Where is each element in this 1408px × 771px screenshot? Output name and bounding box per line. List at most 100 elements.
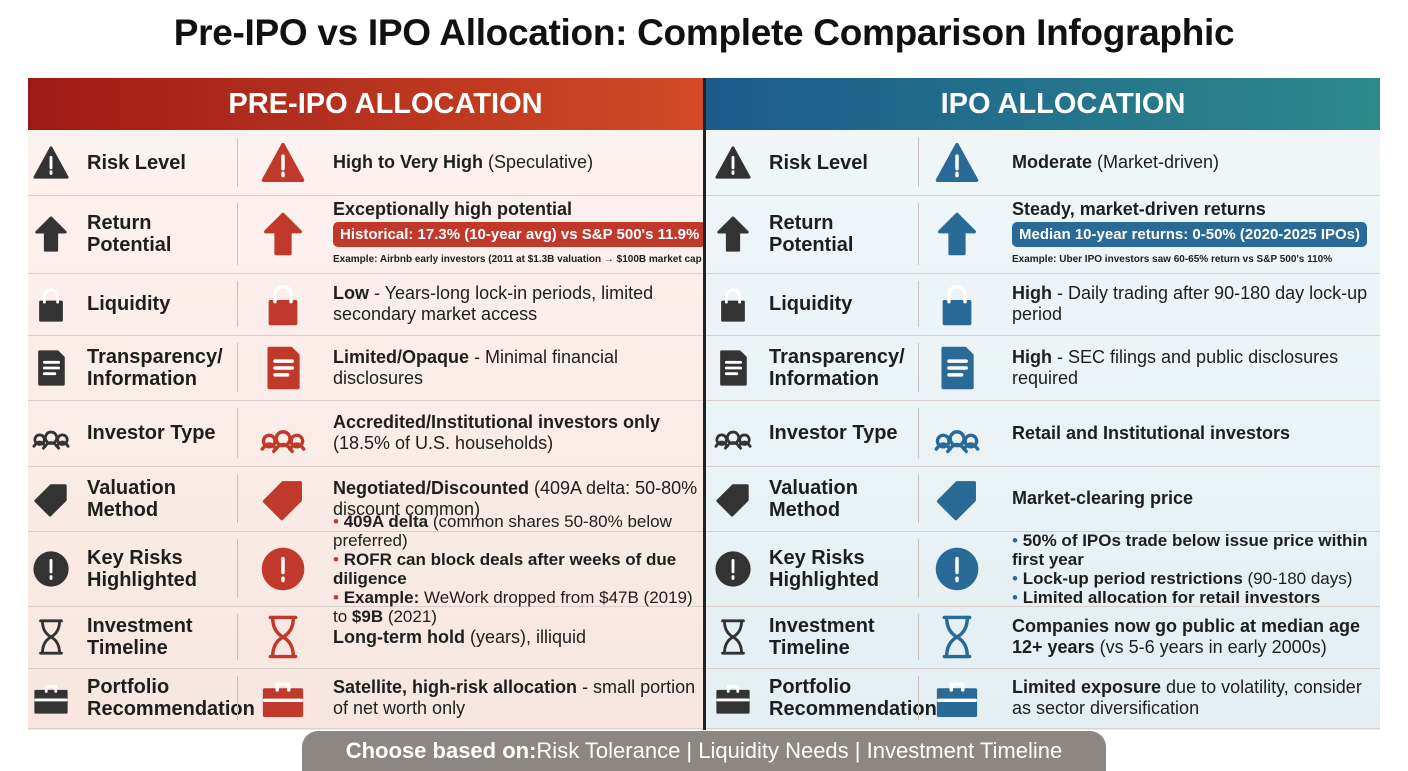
icon-shape — [938, 212, 976, 256]
icon — [936, 480, 976, 520]
bullet: • 50% of IPOs trade below issue price wi… — [1012, 531, 1374, 569]
row: Investment Timeline Long-term hold (years… — [28, 606, 703, 669]
column-divider — [237, 343, 238, 392]
row-label: Risk Level — [769, 151, 868, 174]
icon-shape — [273, 285, 293, 304]
icon-shape — [261, 433, 277, 449]
row-label: Transparency/ Information — [769, 345, 905, 390]
icon-shape — [738, 433, 751, 446]
row-content: Limited/Opaque - Minimal financial discl… — [333, 335, 698, 400]
icon-shape — [737, 489, 744, 497]
icon-shape — [33, 433, 46, 446]
text: (vs 5-6 years in early 2000s) — [1094, 637, 1327, 657]
icon-shape — [723, 619, 743, 639]
bold-text: 50% of IPOs trade below issue price with… — [1012, 530, 1368, 569]
icon — [716, 483, 749, 517]
bold-text: $9B — [351, 606, 384, 626]
bold-text: Accredited/Institutional investors only — [333, 412, 661, 432]
content-line: Market-clearing price — [1012, 488, 1374, 509]
icon-shape — [42, 288, 60, 304]
text: (Market-driven) — [1092, 152, 1220, 172]
row-content: High - SEC filings and public disclosure… — [1012, 335, 1374, 400]
icon-shape — [716, 689, 750, 714]
text: - SEC filings and public disclosures req… — [1012, 346, 1339, 388]
row-content: Exceptionally high potential Historical: … — [333, 195, 742, 273]
bullet-dot: • — [1012, 587, 1023, 607]
row-label: Investor Type — [769, 422, 898, 444]
icon — [35, 216, 67, 252]
row-label: Liquidity — [87, 293, 171, 315]
icon-shape — [715, 433, 728, 446]
icon — [715, 145, 751, 179]
icon-shape — [962, 442, 980, 451]
icon — [262, 480, 302, 520]
row-label: Valuation Method — [87, 476, 176, 521]
icon-shape — [275, 682, 291, 692]
header-text: IPO ALLOCATION — [940, 87, 1186, 120]
icon — [716, 685, 750, 714]
row-content: Steady, market-driven returns Median 10-y… — [1012, 195, 1374, 273]
content-line: Companies now go public at median age 12… — [1012, 616, 1374, 658]
icon-shape — [41, 619, 61, 639]
bold-text: Limited allocation for retail investors — [1022, 587, 1321, 607]
text: (years), illiquid — [464, 626, 587, 647]
row-label: Investment Timeline — [769, 615, 875, 659]
icon — [34, 483, 67, 517]
icon-shape — [288, 487, 297, 496]
icon — [721, 288, 745, 322]
column-divider — [237, 539, 238, 598]
icon-shape — [963, 433, 979, 449]
row: Return Potential Steady, market-driven re… — [706, 195, 1380, 274]
icon-shape — [949, 682, 965, 692]
row: Valuation Method Market-clearing price — [706, 466, 1380, 532]
column-divider — [237, 203, 238, 265]
column-divider — [237, 138, 238, 187]
bold-text: Moderate — [1012, 152, 1093, 172]
icon — [33, 145, 69, 179]
panel-header: IPO ALLOCATION — [706, 78, 1380, 130]
row-label: Valuation Method — [769, 476, 858, 521]
icon — [267, 346, 300, 389]
icon-shape — [723, 635, 743, 655]
icon-shape — [721, 300, 745, 322]
row-content: Long-term hold (years), illiquid — [333, 606, 698, 668]
icon — [715, 550, 751, 586]
content-line: High - Daily trading after 90-180 day lo… — [1012, 283, 1374, 325]
headline: Exceptionally high potential — [333, 198, 573, 219]
bold-text: ROFR can block deals after weeks of due … — [333, 549, 677, 588]
content-line: Low - Years-long lock-in periods, limite… — [333, 283, 698, 325]
icon-shape — [289, 433, 305, 449]
icon — [262, 682, 304, 717]
bullet: • Lock-up period restrictions (90-180 da… — [1012, 569, 1374, 588]
icon-shape — [34, 483, 67, 517]
row: Investor Type Accredited/Institutional in… — [28, 400, 703, 467]
bold-text: Long-term hold — [333, 626, 465, 647]
icon-shape — [737, 440, 752, 448]
icon — [720, 349, 747, 386]
icon — [33, 550, 69, 586]
bold-text: Retail and Institutional investors — [1012, 422, 1291, 443]
bold-text: High — [1012, 283, 1052, 303]
text: - small portion of net worth only — [333, 677, 696, 718]
icon — [934, 430, 980, 454]
icon-shape — [44, 685, 58, 693]
icon-shape — [947, 285, 967, 304]
column-divider — [918, 539, 919, 598]
column-divider — [918, 281, 919, 327]
example-note: Example: Uber IPO investors saw 60-65% r… — [1012, 253, 1333, 265]
row-content: Negotiated/Discounted (409A delta: 50-80… — [333, 466, 698, 531]
text: (Speculative) — [483, 152, 594, 172]
icon-shape — [268, 299, 298, 326]
row-label: Transparency/ Information — [87, 345, 223, 390]
row-label: Risk Level — [87, 151, 186, 174]
bold-text: High to Very High — [333, 152, 484, 172]
icon-shape — [724, 288, 742, 304]
text: - Years-long lock-in periods, limited se… — [333, 283, 654, 324]
bold-text: Limited exposure — [1012, 677, 1162, 697]
title: Pre-IPO vs IPO Allocation: Complete Comp… — [173, 12, 1235, 53]
icon — [714, 430, 752, 450]
row: Key Risks Highlighted • 50% of IPOs trade… — [706, 531, 1380, 607]
column-divider — [237, 474, 238, 523]
text: (18.5% of U.S. households) — [333, 433, 554, 453]
